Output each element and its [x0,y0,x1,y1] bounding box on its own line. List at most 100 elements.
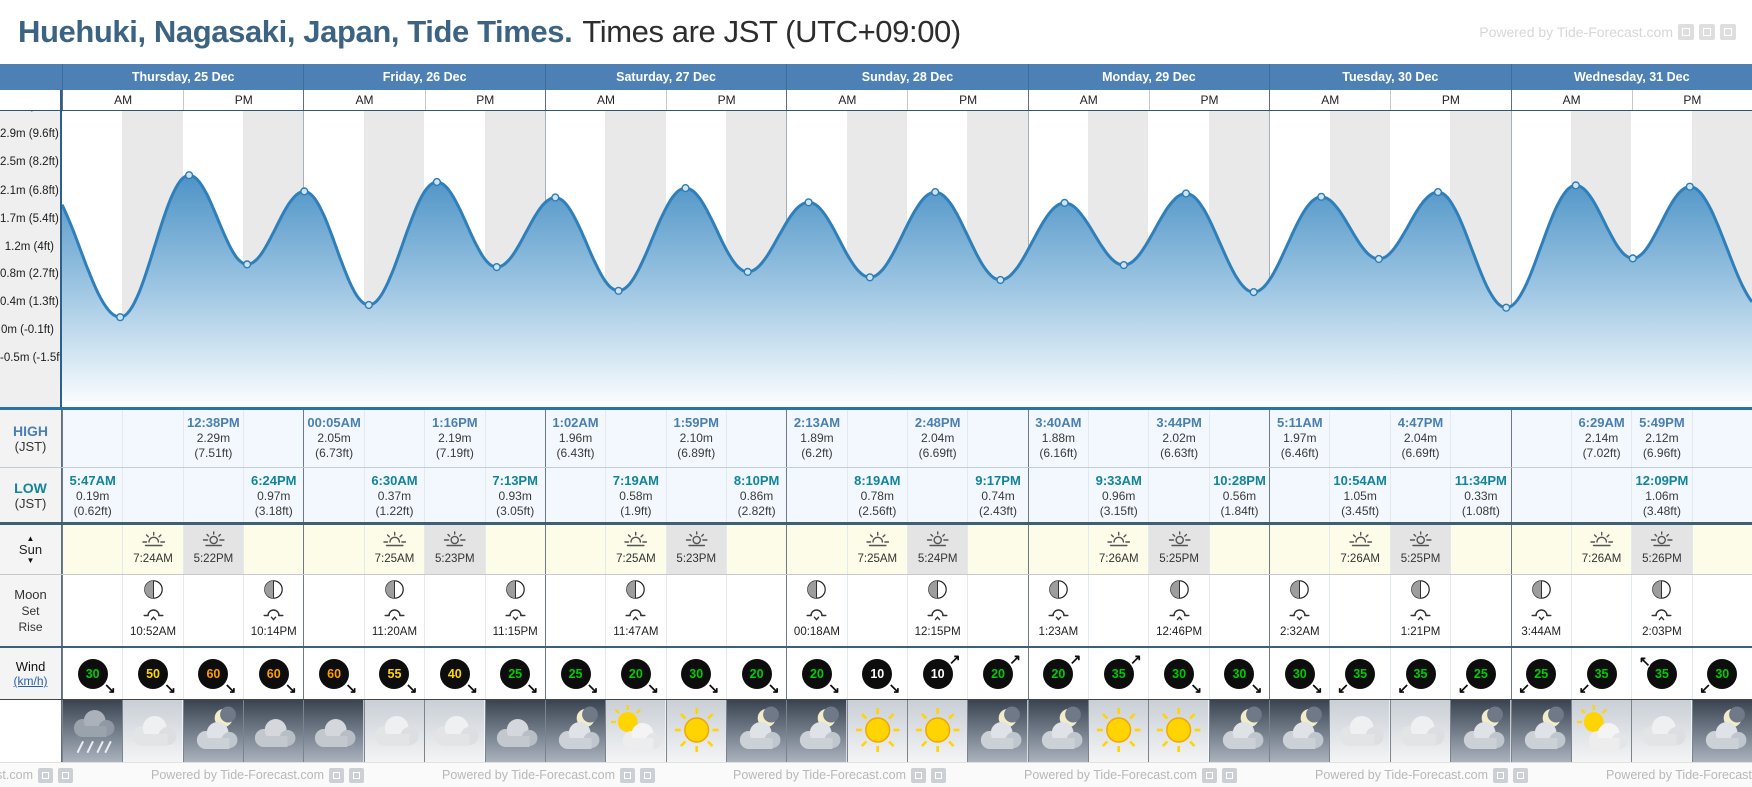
low-row-label: LOW (JST) [0,468,62,522]
wind-direction-arrow: ↙ [1518,679,1530,696]
weather-icon-cloud-night [244,700,304,762]
moon-set-icon [806,609,827,621]
weather-icon-moon-cloud [1209,700,1270,762]
low-tide-cell: 7:19AM 0.58m (1.9ft) [605,468,665,522]
low-tide-height-m: 0.78m [860,489,894,503]
low-tide-height-ft: (3.05ft) [496,504,535,518]
weather-tile [1450,700,1511,762]
tide-high-marker [1433,187,1443,197]
pm-label: PM [1390,90,1510,110]
moon-rise-icon [625,609,646,621]
weather-tile [1631,700,1692,762]
high-tide-height-ft: (6.69ft) [1401,446,1440,460]
sun-cell [786,525,846,574]
moon-day-3: 11:47AM [544,575,786,646]
low-tide-cell: 12:09PM 1.06m (3.48ft) [1631,468,1691,522]
moon-phase-icon [928,580,947,599]
high-tide-height-ft: (6.43ft) [556,446,595,460]
weather-icon-moon-cloud [968,700,1028,762]
moon-rise-icon [384,609,405,621]
low-tide-cell [182,468,243,522]
low-tide-day-6: 10:54AM 1.05m (3.45ft) 11:34PM 0.33m (1.08ft) [1269,468,1510,522]
moon-set-time: 10:14PM [250,626,297,638]
wind-cell: 30 ↙ [1691,648,1752,699]
weather-icon-rain-night [63,700,123,762]
high-tide-height-m: 2.04m [920,431,955,445]
weather-tile [243,700,304,762]
weather-tile [1329,700,1390,762]
sunset-icon [1409,531,1432,547]
wind-cell: 30 ↘ [1148,648,1208,699]
y-axis-label: -0.5m (-1.5ft) [0,352,62,364]
high-tide-height-ft: (6.69ft) [918,446,957,460]
low-tide-day-2: 6:30AM 0.37m (1.22ft) 7:13PM 0.93m (3.05ft) [303,468,544,522]
social-icon [1699,24,1715,40]
footer-social-icon [620,767,635,783]
weather-icon-cloud-night [304,700,364,762]
moon-phase-icon [143,580,163,599]
moon-set-icon [1531,609,1552,621]
high-tide-cell [1088,410,1148,467]
high-tide-height-m: 1.96m [558,431,593,445]
tide-high-marker [1181,189,1191,198]
weather-row [0,700,1752,762]
low-tide-height-ft: (2.56ft) [858,504,897,518]
footer-text: Powered by Tide-Forecast.com [151,768,324,782]
weather-icon-cloud-day [1330,700,1390,762]
low-tide-time: 8:19AM [854,473,901,488]
low-tide-day-1: 5:47AM 0.19m (0.62ft) 6:24PM 0.97m (3.18ft) [62,468,303,522]
sun-day-5: 7:26AM 5:25PM [1027,525,1269,574]
tide-low-marker [865,273,875,282]
sunset-triangle-icon: ▼ [26,556,35,565]
wind-speed-value: 30 [1232,666,1247,681]
footer-social-icon [349,767,364,783]
wind-unit-link[interactable]: (km/h) [13,674,48,688]
sunset-time: 5:26PM [1642,553,1682,565]
low-tide-height-m: 1.06m [1645,489,1679,503]
sunrise-time: 7:26AM [1340,553,1380,565]
high-tide-time: 3:40AM [1035,415,1082,430]
high-tide-day-7: 6:29AM 2.14m (7.02ft) 5:49PM 2.12m (6.96ft) [1510,410,1752,467]
wind-cell: 20 ↗ [1027,648,1088,699]
wind-speed-badge: 50 ↘ [138,658,176,696]
moon-cell: 10:52AM [122,575,182,646]
am-label: AM [1079,93,1098,107]
low-tide-cell [1510,468,1571,522]
wind-speed-value: 30 [1172,666,1187,681]
chart-band [1269,111,1329,407]
chart-band [1510,111,1571,407]
tide-curve-canvas [62,111,1752,407]
low-tide-time: 7:13PM [492,473,538,488]
sun-cell: 5:23PM [424,525,485,574]
low-tide-cell [1691,468,1752,522]
moon-cell [1570,575,1631,646]
wind-cell: 25 ↙ [1510,648,1571,699]
watermark-text: Powered by Tide-Forecast.com [1479,24,1673,40]
high-tide-cell [1510,410,1571,467]
low-tide-time: 12:09PM [1635,473,1689,488]
weather-tile [1208,700,1270,762]
wind-direction-arrow: ↘ [767,679,780,696]
wind-speed-value: 10 [870,666,885,681]
moon-day-2: 11:20AM 11:15PM [303,575,544,646]
weather-row-gutter [0,700,62,762]
wind-speed-value: 30 [85,666,100,681]
high-tide-time: 3:44PM [1156,415,1202,430]
tide-low-marker [1119,261,1128,270]
low-tide-height-ft: (2.82ft) [737,504,776,518]
low-tide-cell [1389,468,1450,522]
footer-social-icon [1222,767,1237,783]
low-tide-cell [665,468,726,522]
low-tide-height-m: 0.37m [377,489,412,503]
ampm-gutter [0,90,62,110]
sun-day-6: 7:26AM 5:25PM [1269,525,1510,574]
moon-set-time: 2:32AM [1279,626,1320,638]
footer-text: Powered by Tide-Forecast.com [1606,768,1752,782]
low-tide-cell: 9:17PM 0.74m (2.43ft) [967,468,1027,522]
low-tide-cell: 11:34PM 0.33m (1.08ft) [1450,468,1510,522]
moon-phase-icon [505,580,525,599]
wind-direction-arrow: ↘ [1311,679,1323,696]
day-header-7: Wednesday, 31 Dec [1510,64,1752,90]
weather-icon-moon-cloud [183,700,244,762]
ampm-day-6: AM PM [1269,90,1510,110]
